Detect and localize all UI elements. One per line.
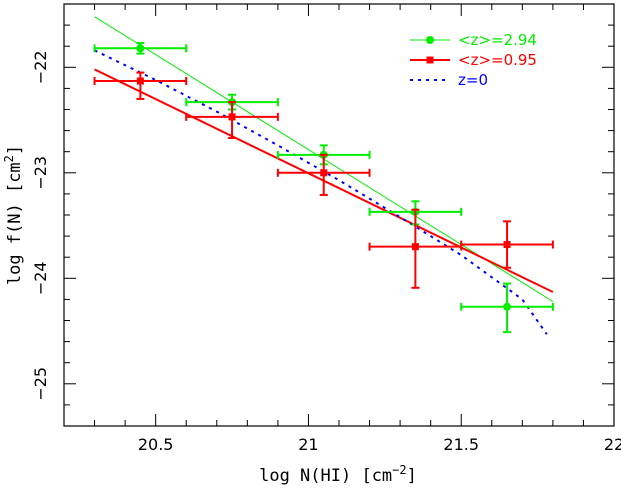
y-tick-label: −22 [31, 50, 50, 84]
x-tick-label: 20.5 [138, 435, 174, 454]
circle-marker [136, 44, 145, 53]
x-tick-label: 22 [604, 435, 621, 454]
data-point [93, 71, 188, 100]
legend-item: <z>=2.94 [410, 31, 537, 49]
x-tick-label: 21.5 [443, 435, 479, 454]
x-tick-label: 21 [298, 435, 318, 454]
data-point [93, 42, 188, 55]
legend-item: z=0 [410, 71, 488, 89]
data-point [276, 153, 371, 196]
data-point [368, 208, 463, 289]
y-axis-title: log f(N) [cm2] [2, 145, 25, 285]
legend-marker [426, 56, 434, 64]
legend-item: <z>=0.95 [410, 51, 537, 69]
data-point [460, 220, 554, 269]
y-tick-label: −24 [31, 261, 50, 295]
y-tick-label: −23 [31, 156, 50, 190]
circle-marker [503, 302, 512, 311]
axis-ticks: 20.5 21 21.5 22 −25 −24 −23 −22 [31, 3, 621, 454]
legend-label: z=0 [458, 71, 488, 89]
legend-marker [426, 36, 434, 44]
legend-label: <z>=2.94 [458, 31, 537, 49]
data-marks [93, 42, 554, 334]
square-marker [411, 243, 419, 251]
square-marker [136, 77, 144, 85]
z0-curve [94, 49, 548, 335]
y-tick-label: −25 [31, 367, 50, 401]
square-marker [320, 169, 328, 177]
square-marker [228, 113, 236, 121]
legend-label: <z>=0.95 [458, 51, 537, 69]
data-point [185, 101, 279, 139]
square-marker [503, 241, 511, 249]
legend: <z>=2.94 <z>=0.95 z=0 [410, 31, 537, 89]
x-axis-title: log N(HI) [cm−2] [259, 463, 417, 486]
data-point [460, 282, 554, 334]
